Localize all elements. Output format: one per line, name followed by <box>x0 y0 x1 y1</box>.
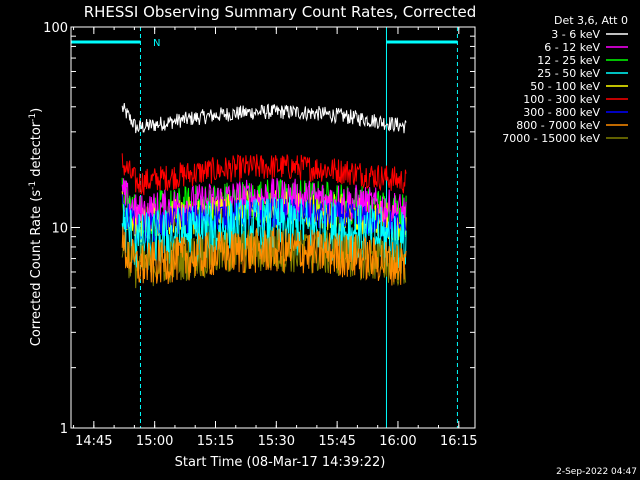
legend-label-8: 7000 - 15000 keV <box>502 132 600 145</box>
x-tick-label-2: 15:15 <box>197 434 234 449</box>
legend-label-2: 12 - 25 keV <box>537 54 600 67</box>
series-line-5 <box>121 153 407 196</box>
x-axis-ticks: 14:45 15:00 15:15 15:30 15:45 16:00 16:15 <box>73 27 478 449</box>
series-line-0 <box>121 103 407 134</box>
y-axis-label-main: Corrected Count Rate (s <box>29 190 44 347</box>
flag-label-n: N <box>153 38 160 49</box>
x-tick-label-3: 15:30 <box>258 434 295 449</box>
x-tick-label-4: 15:45 <box>318 434 355 449</box>
footer-date: 2-Sep-2022 04:47 <box>556 467 637 477</box>
x-tick-label-0: 14:45 <box>75 434 112 449</box>
y-tick-label-1: 10 <box>51 222 68 237</box>
y-axis-label-mid: detector <box>29 121 44 181</box>
y-axis-label-sup: -1 <box>28 181 38 190</box>
x-tick-label-5: 16:00 <box>379 434 416 449</box>
y-axis-label-sup2: -1 <box>28 113 38 122</box>
legend-label-0: 3 - 6 keV <box>551 28 600 41</box>
x-tick-label-1: 15:00 <box>136 434 173 449</box>
legend-header: Det 3,6, Att 0 <box>554 14 628 27</box>
y-axis-ticks: 1 10 100 <box>43 21 475 437</box>
y-tick-label-0: 1 <box>60 422 68 437</box>
y-axis-label-end: ) <box>29 108 44 113</box>
y-axis-label: Corrected Count Rate (s-1 detector-1) <box>28 108 44 346</box>
legend-label-1: 6 - 12 keV <box>544 41 600 54</box>
series-lines <box>121 103 407 289</box>
x-axis-label: Start Time (08-Mar-17 14:39:22) <box>175 455 386 470</box>
legend-label-3: 25 - 50 keV <box>537 67 600 80</box>
x-tick-label-6: 16:15 <box>440 434 477 449</box>
series-line-1 <box>121 178 407 231</box>
legend-label-5: 100 - 300 keV <box>523 93 600 106</box>
y-tick-label-2: 100 <box>43 21 68 36</box>
plot-area: 14:45 15:00 15:15 15:30 15:45 16:00 16:15 1101… <box>43 21 477 449</box>
legend-label-7: 800 - 7000 keV <box>516 119 600 132</box>
legend-label-4: 50 - 100 keV <box>530 80 600 93</box>
series-line-7 <box>121 226 407 286</box>
chart-title: RHESSI Observing Summary Count Rates, Co… <box>84 3 477 21</box>
legend-label-6: 300 - 800 keV <box>523 106 600 119</box>
